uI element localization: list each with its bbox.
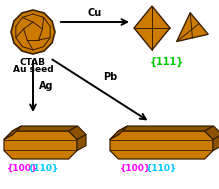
Polygon shape bbox=[11, 10, 55, 54]
Polygon shape bbox=[110, 126, 127, 139]
Polygon shape bbox=[4, 126, 21, 139]
Text: {110}: {110} bbox=[28, 164, 60, 173]
Polygon shape bbox=[205, 126, 219, 139]
Polygon shape bbox=[12, 126, 78, 131]
Text: {111}: {111} bbox=[150, 57, 184, 67]
Polygon shape bbox=[177, 13, 208, 42]
Polygon shape bbox=[69, 126, 86, 139]
Polygon shape bbox=[4, 131, 77, 159]
Text: CTAB: CTAB bbox=[20, 58, 46, 67]
Text: {100}: {100} bbox=[119, 164, 151, 173]
Polygon shape bbox=[134, 6, 170, 50]
Text: {110}: {110} bbox=[146, 164, 178, 173]
Polygon shape bbox=[118, 126, 214, 131]
Text: {100}: {100} bbox=[6, 164, 38, 173]
Text: Au seed: Au seed bbox=[13, 65, 53, 74]
Polygon shape bbox=[213, 134, 219, 151]
Text: Cu: Cu bbox=[88, 8, 102, 18]
Polygon shape bbox=[110, 131, 213, 159]
Text: Pb: Pb bbox=[103, 72, 117, 82]
Text: Ag: Ag bbox=[39, 81, 53, 91]
Polygon shape bbox=[77, 134, 86, 151]
